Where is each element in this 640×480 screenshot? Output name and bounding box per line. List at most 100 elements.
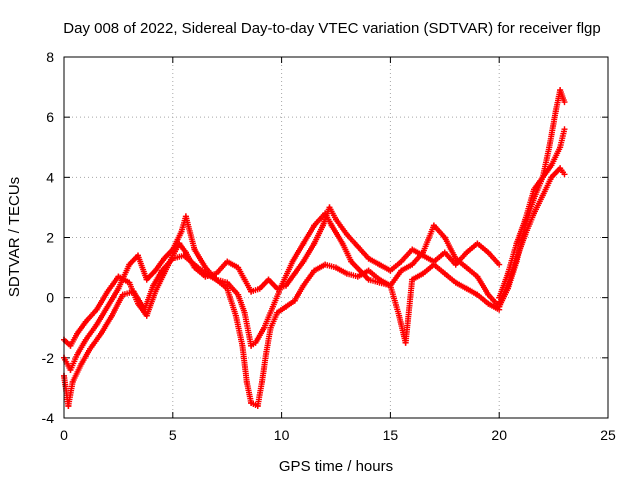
data-point xyxy=(232,312,239,319)
data-point xyxy=(387,282,394,289)
data-point xyxy=(396,312,403,319)
data-point xyxy=(267,324,274,331)
data-point xyxy=(561,171,568,178)
data-point xyxy=(180,252,187,259)
data-point xyxy=(191,246,198,253)
data-point xyxy=(531,210,537,217)
data-point xyxy=(213,270,220,277)
data-point xyxy=(69,378,76,385)
data-point xyxy=(248,400,255,406)
data-point xyxy=(224,279,231,286)
y-tick-label: 6 xyxy=(46,109,54,125)
data-point xyxy=(522,231,529,238)
data-point xyxy=(343,231,350,238)
data-point xyxy=(243,378,250,385)
series-track-6 xyxy=(496,165,568,307)
data-point xyxy=(235,291,242,298)
data-point xyxy=(402,339,409,346)
data-point xyxy=(74,351,81,358)
data-point xyxy=(548,174,555,181)
data-point xyxy=(319,222,326,229)
data-point xyxy=(513,255,520,262)
data-point xyxy=(300,240,307,247)
data-point xyxy=(126,261,133,268)
data-point xyxy=(546,144,553,151)
data-point xyxy=(485,300,492,307)
data-point xyxy=(104,288,111,295)
data-point xyxy=(339,240,346,247)
data-point xyxy=(441,234,448,241)
data-point xyxy=(441,270,448,277)
data-point xyxy=(300,258,307,265)
data-point xyxy=(130,288,137,295)
data-point xyxy=(224,258,231,265)
x-tick-label: 20 xyxy=(491,427,507,443)
data-point xyxy=(452,279,459,286)
data-point xyxy=(150,282,157,289)
data-point xyxy=(539,174,546,181)
data-point xyxy=(463,285,470,292)
data-point xyxy=(522,216,529,223)
data-point xyxy=(552,108,559,115)
data-point xyxy=(441,249,448,256)
data-point xyxy=(108,312,115,319)
data-point xyxy=(263,348,270,355)
data-point xyxy=(182,213,189,220)
data-point xyxy=(115,273,122,280)
data-point xyxy=(65,403,72,409)
data-point xyxy=(269,303,276,310)
data-point xyxy=(365,267,372,274)
data-point xyxy=(504,282,511,289)
y-axis-label: SDTVAR / TECUs xyxy=(6,177,23,297)
x-tick-label: 0 xyxy=(60,427,68,443)
data-point xyxy=(202,264,209,271)
x-tick-label: 10 xyxy=(274,427,290,443)
data-point xyxy=(333,264,339,271)
series-track-1 xyxy=(61,204,503,349)
data-point xyxy=(278,282,285,289)
data-point xyxy=(143,276,150,283)
data-point xyxy=(311,240,318,247)
data-point xyxy=(289,258,296,265)
data-point xyxy=(126,279,133,286)
data-point xyxy=(557,165,564,172)
data-point xyxy=(291,297,298,304)
data-point xyxy=(485,249,492,256)
data-point xyxy=(241,309,248,316)
data-point xyxy=(143,312,150,319)
data-point xyxy=(409,246,416,253)
data-point xyxy=(452,255,459,262)
data-point xyxy=(474,291,481,298)
data-point xyxy=(548,162,555,169)
data-point xyxy=(474,240,481,247)
data-point xyxy=(274,309,281,316)
data-point xyxy=(354,273,361,280)
data-point xyxy=(178,228,185,235)
data-point xyxy=(82,318,89,325)
data-point xyxy=(169,255,176,262)
data-point xyxy=(248,342,255,349)
y-tick-label: -4 xyxy=(42,410,55,426)
data-point xyxy=(141,306,148,313)
data-point xyxy=(158,267,165,274)
y-tick-label: -2 xyxy=(42,350,55,366)
data-point xyxy=(513,240,520,247)
data-point xyxy=(152,267,159,274)
data-point xyxy=(348,258,355,265)
data-point xyxy=(98,330,104,337)
data-point xyxy=(241,276,248,283)
data-point xyxy=(252,339,259,346)
data-point xyxy=(365,255,372,262)
data-point xyxy=(104,303,111,310)
data-point xyxy=(93,321,100,328)
data-point xyxy=(169,246,176,253)
data-point xyxy=(343,270,350,277)
data-point xyxy=(409,276,416,283)
data-point xyxy=(452,261,459,268)
data-point xyxy=(463,249,470,256)
data-point xyxy=(485,291,492,298)
data-point xyxy=(202,270,209,277)
data-point xyxy=(115,285,122,292)
data-point xyxy=(93,306,100,313)
data-point xyxy=(561,99,568,106)
